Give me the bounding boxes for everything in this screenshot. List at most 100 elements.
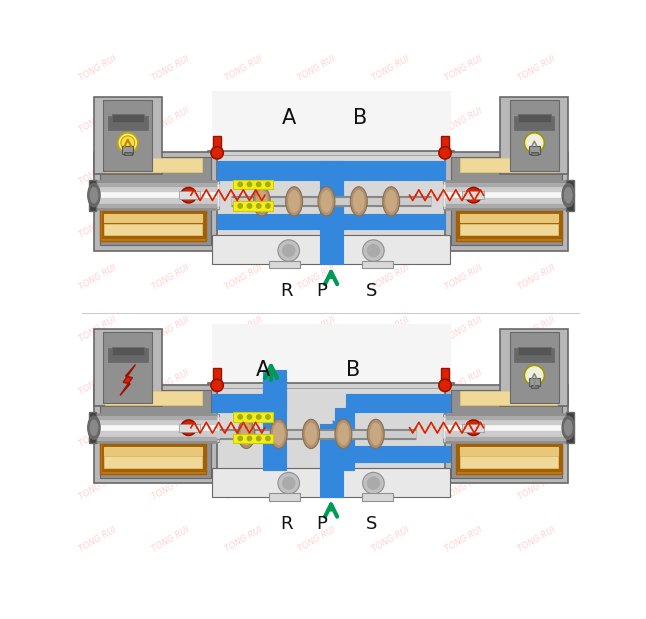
Text: TONG RUI: TONG RUI <box>370 368 411 397</box>
Bar <box>94 181 218 209</box>
Text: B: B <box>353 108 368 128</box>
Ellipse shape <box>289 191 300 212</box>
Bar <box>529 146 540 154</box>
Bar <box>213 368 221 386</box>
Text: R: R <box>280 282 293 300</box>
Bar <box>461 391 557 405</box>
Bar <box>462 191 484 199</box>
Text: TONG RUI: TONG RUI <box>516 473 557 501</box>
Text: S: S <box>366 515 377 533</box>
Circle shape <box>247 182 252 187</box>
Circle shape <box>247 204 252 208</box>
Ellipse shape <box>386 191 397 212</box>
Bar <box>233 201 273 210</box>
Ellipse shape <box>562 184 574 207</box>
Text: TONG RUI: TONG RUI <box>224 420 264 449</box>
Bar <box>94 329 162 406</box>
Text: TONG RUI: TONG RUI <box>224 211 264 240</box>
Text: TONG RUI: TONG RUI <box>297 263 337 292</box>
Bar <box>108 348 148 362</box>
Text: TONG RUI: TONG RUI <box>443 368 484 397</box>
Circle shape <box>525 133 545 153</box>
Circle shape <box>278 240 300 261</box>
Bar <box>456 435 562 474</box>
Bar <box>213 136 221 153</box>
Text: TONG RUI: TONG RUI <box>443 316 484 344</box>
Circle shape <box>368 245 380 257</box>
Text: TONG RUI: TONG RUI <box>151 54 191 82</box>
Text: P: P <box>317 282 328 300</box>
Circle shape <box>238 204 242 208</box>
Text: TONG RUI: TONG RUI <box>78 158 118 187</box>
Text: TONG RUI: TONG RUI <box>516 420 557 449</box>
Ellipse shape <box>368 419 384 449</box>
Bar <box>460 214 558 222</box>
Text: P: P <box>317 515 328 533</box>
Text: TONG RUI: TONG RUI <box>370 106 411 135</box>
Text: TONG RUI: TONG RUI <box>443 420 484 449</box>
Bar <box>100 435 206 474</box>
Bar <box>94 384 217 483</box>
Bar <box>445 384 568 483</box>
Bar <box>457 206 561 238</box>
Text: TONG RUI: TONG RUI <box>516 316 557 344</box>
Text: TONG RUI: TONG RUI <box>151 106 191 135</box>
Text: TONG RUI: TONG RUI <box>78 525 118 553</box>
Bar <box>264 378 286 470</box>
Text: TONG RUI: TONG RUI <box>516 368 557 397</box>
Bar <box>320 191 342 264</box>
Bar <box>457 438 561 471</box>
Circle shape <box>282 245 295 257</box>
Text: R: R <box>280 515 293 533</box>
Circle shape <box>439 147 451 159</box>
Text: TONG RUI: TONG RUI <box>297 473 337 501</box>
Text: TONG RUI: TONG RUI <box>370 158 411 187</box>
Text: TONG RUI: TONG RUI <box>370 263 411 292</box>
Text: TONG RUI: TONG RUI <box>370 54 411 82</box>
Text: TONG RUI: TONG RUI <box>224 473 264 501</box>
Bar <box>122 146 133 154</box>
Text: TONG RUI: TONG RUI <box>297 368 337 397</box>
Bar <box>94 152 217 251</box>
Text: TONG RUI: TONG RUI <box>297 525 337 553</box>
Bar <box>208 150 454 240</box>
Text: TONG RUI: TONG RUI <box>297 54 337 82</box>
Bar <box>103 332 152 403</box>
Bar <box>451 390 562 478</box>
Bar <box>444 181 568 209</box>
Text: TONG RUI: TONG RUI <box>443 211 484 240</box>
Ellipse shape <box>335 419 352 449</box>
Bar <box>462 424 484 431</box>
Bar <box>104 447 202 455</box>
Bar <box>89 412 96 443</box>
Ellipse shape <box>306 423 317 444</box>
Bar <box>212 155 450 235</box>
Bar <box>514 116 554 130</box>
Text: TONG RUI: TONG RUI <box>151 158 191 187</box>
Circle shape <box>247 415 252 419</box>
Bar <box>264 370 286 412</box>
Ellipse shape <box>353 191 364 212</box>
Polygon shape <box>325 189 337 201</box>
Bar <box>233 434 273 443</box>
Text: TONG RUI: TONG RUI <box>78 54 118 82</box>
Text: TONG RUI: TONG RUI <box>151 211 191 240</box>
Circle shape <box>525 365 545 386</box>
Text: TONG RUI: TONG RUI <box>224 158 264 187</box>
Text: TONG RUI: TONG RUI <box>443 473 484 501</box>
Text: A: A <box>282 108 296 128</box>
Bar <box>233 180 273 189</box>
Bar <box>529 378 540 386</box>
Circle shape <box>256 204 261 208</box>
Ellipse shape <box>565 188 572 203</box>
Bar <box>444 184 568 206</box>
Bar <box>103 100 152 170</box>
Circle shape <box>266 436 270 441</box>
Polygon shape <box>333 420 345 435</box>
Ellipse shape <box>318 187 335 216</box>
Ellipse shape <box>338 423 349 444</box>
Text: TONG RUI: TONG RUI <box>297 211 337 240</box>
Bar <box>444 417 568 438</box>
Text: TONG RUI: TONG RUI <box>443 525 484 553</box>
Bar <box>112 347 144 355</box>
